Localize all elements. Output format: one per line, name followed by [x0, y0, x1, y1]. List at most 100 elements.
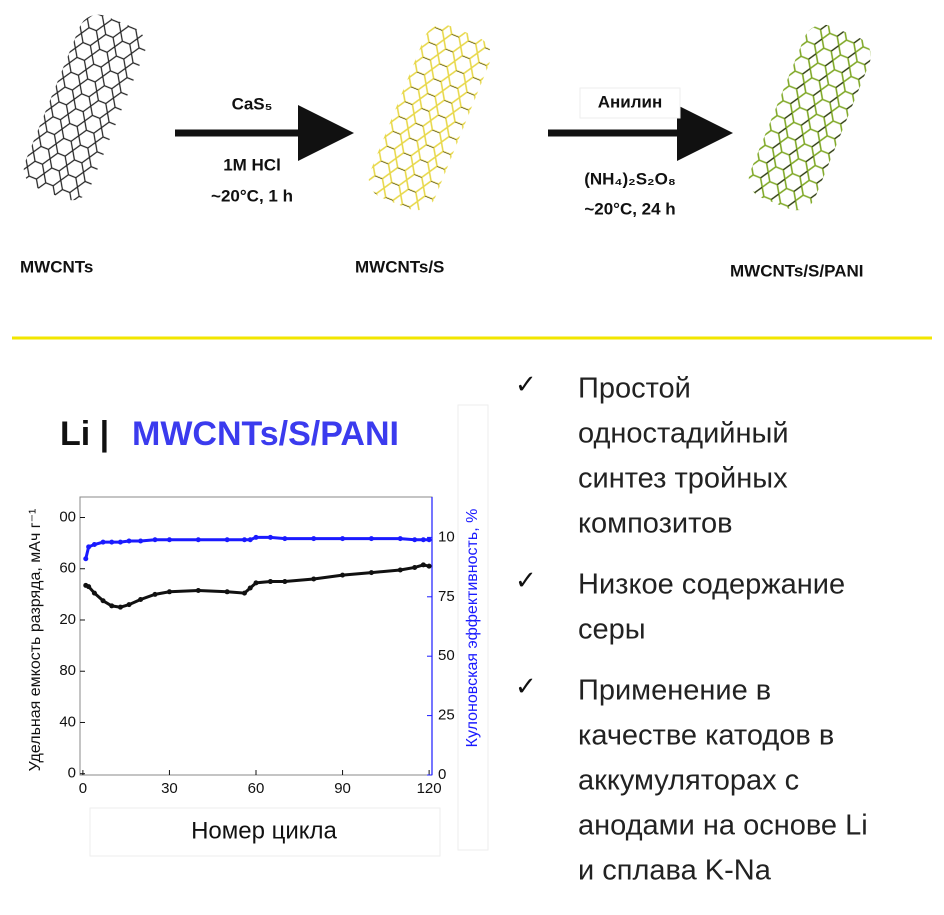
bullet-line: синтез тройных — [578, 463, 788, 495]
data-point — [368, 570, 374, 576]
y2-tick-label: 0 — [438, 766, 446, 783]
y-tick-label: 40 — [59, 713, 76, 730]
data-point — [138, 596, 144, 602]
bullet-line: Простой — [578, 373, 691, 405]
data-point — [368, 536, 374, 542]
data-point — [138, 538, 144, 544]
nanotube-icon — [368, 24, 491, 211]
y-tick-label: 00 — [59, 508, 76, 525]
data-point — [152, 591, 158, 597]
material-label: MWCNTs/S — [355, 257, 444, 276]
data-point — [126, 538, 132, 544]
data-point — [311, 536, 317, 542]
check-mark: ✓ — [515, 671, 537, 701]
y-axis-label: Удельная емкость разряда, мАч г⁻¹ — [27, 509, 44, 772]
bullet-line: качестве катодов в — [578, 720, 834, 752]
data-point — [91, 542, 97, 548]
data-point — [253, 580, 259, 586]
data-point — [426, 563, 432, 569]
x-tick-label: 60 — [248, 780, 265, 797]
data-point — [100, 539, 106, 545]
chart-title: Li | — [60, 415, 109, 453]
reagent-box — [579, 87, 681, 119]
bullet-line: серы — [578, 614, 646, 646]
nanotube-icon — [23, 14, 146, 201]
data-point — [86, 544, 92, 550]
y-tick-label: 80 — [59, 662, 76, 679]
y2-tick-label: 75 — [438, 588, 455, 605]
y2-label-box — [457, 404, 489, 851]
data-point — [426, 537, 432, 543]
condition: 1M HCl — [223, 155, 281, 174]
data-point — [420, 562, 426, 568]
y-tick-label: 20 — [59, 611, 76, 628]
material-label: MWCNTs/S/PANI — [730, 261, 863, 280]
condition: (NH₄)₂S₂O₈ — [584, 169, 676, 188]
data-point — [86, 584, 92, 590]
y2-axis-label: Кулоновская эффективность, % — [464, 509, 481, 748]
data-point — [241, 590, 247, 596]
data-point — [397, 567, 403, 573]
data-point — [224, 537, 230, 543]
data-point — [195, 537, 201, 543]
data-point — [100, 598, 106, 604]
series-line — [84, 535, 430, 560]
data-point — [166, 589, 172, 595]
bullet-line: Низкое содержание — [578, 569, 845, 601]
chart-title: MWCNTs/S/PANI — [132, 415, 399, 453]
data-point — [224, 589, 230, 595]
data-point — [117, 604, 123, 610]
material-label: MWCNTs — [20, 257, 93, 276]
bullet-line: и сплава K-Na — [578, 855, 772, 887]
data-point — [166, 537, 172, 543]
reagent: CaS₅ — [232, 94, 273, 113]
y-tick-label: 0 — [68, 765, 76, 782]
condition: ~20°C, 24 h — [584, 199, 675, 218]
data-point — [152, 537, 158, 543]
data-point — [83, 556, 89, 562]
data-point — [247, 585, 253, 591]
data-point — [267, 579, 273, 585]
data-point — [397, 536, 403, 542]
data-point — [340, 536, 346, 542]
bullet-line: одностадийный — [578, 418, 789, 450]
data-point — [247, 537, 253, 543]
data-point — [109, 539, 115, 545]
data-point — [91, 590, 97, 596]
y2-tick-label: 10 — [438, 528, 455, 545]
y2-tick-label: 25 — [438, 707, 455, 724]
check-mark: ✓ — [515, 565, 537, 595]
x-tick-label: 120 — [417, 780, 442, 797]
data-point — [412, 564, 418, 570]
data-point — [117, 539, 123, 545]
check-mark: ✓ — [515, 369, 537, 399]
reagent: Анилин — [598, 92, 663, 111]
data-point — [412, 537, 418, 543]
data-point — [282, 536, 288, 542]
data-point — [282, 579, 288, 585]
data-point — [195, 588, 201, 594]
bullet-line: аккумуляторах с — [578, 765, 799, 797]
data-point — [109, 603, 115, 609]
x-axis-label: Номер цикла — [191, 817, 337, 844]
x-tick-label: 30 — [161, 780, 178, 797]
data-point — [311, 576, 317, 582]
series-line — [85, 563, 430, 609]
x-tick-label: 0 — [79, 780, 87, 797]
data-point — [253, 534, 259, 540]
data-point — [340, 572, 346, 578]
x-tick-label: 90 — [334, 780, 351, 797]
data-point — [126, 602, 132, 608]
y2-tick-label: 50 — [438, 647, 455, 664]
x-label-box — [89, 807, 441, 857]
y-tick-label: 60 — [59, 560, 76, 577]
bullet-line: Применение в — [578, 675, 771, 707]
data-point — [241, 537, 247, 543]
bullet-line: композитов — [578, 508, 733, 540]
data-point — [267, 534, 273, 540]
nanotube-icon — [748, 24, 871, 211]
bullet-line: анодами на основе Li — [578, 810, 868, 842]
condition: ~20°C, 1 h — [211, 186, 293, 205]
data-point — [420, 537, 426, 543]
